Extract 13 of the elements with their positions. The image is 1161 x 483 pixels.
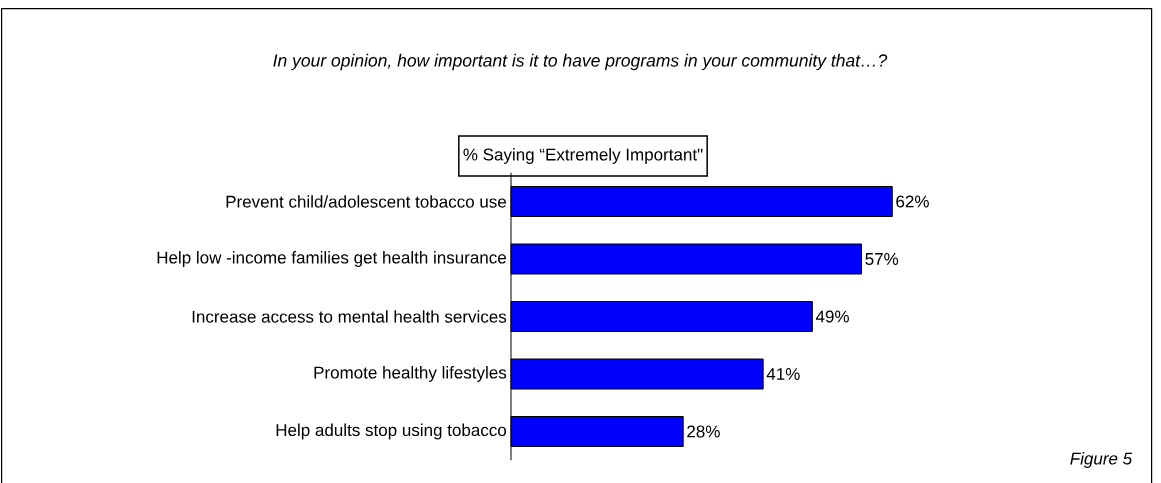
data-label: 57% xyxy=(865,253,899,265)
y-tick-label: Help adults stop using tobacco xyxy=(276,423,507,440)
chart-title: In your opinion, how important is it to have programs in your community that…? xyxy=(273,53,888,71)
data-label: 41% xyxy=(766,368,800,380)
caption: Figure 5 xyxy=(1070,452,1133,468)
y-tick-label: Promote healthy lifestyles xyxy=(314,366,507,382)
data-label: 28% xyxy=(687,425,720,438)
y-tick-label: Help low -income families get health insurance xyxy=(157,251,506,267)
y-tick-label: Prevent child/adolescent tobacco use xyxy=(226,195,506,208)
data-label: 62% xyxy=(896,195,929,208)
chart-subtitle: % Saying “Extremely Important" xyxy=(463,148,703,164)
data-label: 49% xyxy=(815,310,849,323)
y-tick-label: Increase access to mental health services xyxy=(192,310,507,323)
